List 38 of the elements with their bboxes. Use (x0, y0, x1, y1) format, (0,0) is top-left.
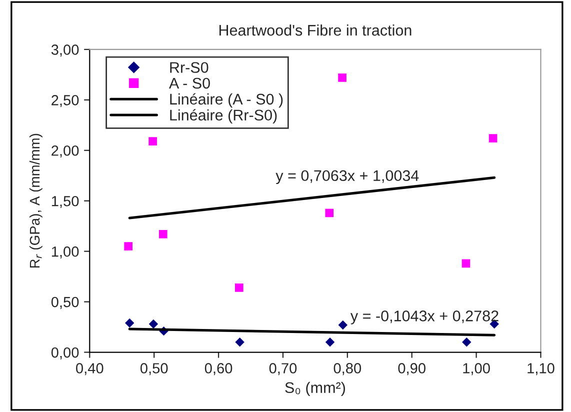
y-tick-label: 1,50 (52, 196, 79, 208)
point (158, 230, 168, 238)
x-tick-label: 0,50 (140, 363, 168, 376)
point (325, 208, 334, 218)
legend-label: Linéaire (Rr-S0) (170, 109, 277, 124)
legend-label: A - S0 (168, 78, 210, 89)
chart-title: Heartwood's Fibre in traction (219, 24, 412, 36)
point (234, 283, 244, 292)
x-tick-label: 0,60 (204, 363, 232, 376)
legend-label: Rr-S0 (170, 62, 208, 73)
y-tick-label: 1,00 (52, 246, 79, 258)
y-tick-label: 2,50 (52, 95, 79, 108)
y-tick-label: 2,00 (52, 145, 79, 158)
x-axis-title: S₀ (mm²) (285, 382, 345, 396)
point (235, 338, 244, 347)
point (124, 318, 134, 328)
y-tick-label: 3,00 (51, 44, 79, 57)
point (462, 259, 470, 268)
y-tick-label: 0,00 (51, 347, 79, 360)
point (338, 74, 346, 82)
x-tick-label: 1,00 (463, 363, 490, 376)
point (148, 319, 158, 329)
point (325, 338, 335, 347)
legend-label: Linéaire (A - S0 ) (170, 93, 283, 108)
x-tick-label: 0,40 (76, 363, 104, 376)
annotation: y = 0,7063x + 1,0034 (276, 170, 419, 184)
point (124, 242, 132, 250)
x-tick-label: 1,10 (528, 363, 554, 376)
x-tick-label: 0,70 (269, 363, 297, 376)
x-tick-label: 0,80 (334, 363, 362, 376)
point (338, 320, 348, 330)
annotation: y = -0,1043x + 0,2782 (350, 310, 498, 324)
point (462, 338, 472, 347)
y-axis-title: R$_{r}$ (GPa), A (mm/mm) (29, 134, 42, 268)
y-tick-label: 0,50 (51, 296, 79, 309)
point (488, 134, 498, 142)
point (148, 137, 157, 146)
x-tick-label: 0,90 (398, 363, 426, 376)
